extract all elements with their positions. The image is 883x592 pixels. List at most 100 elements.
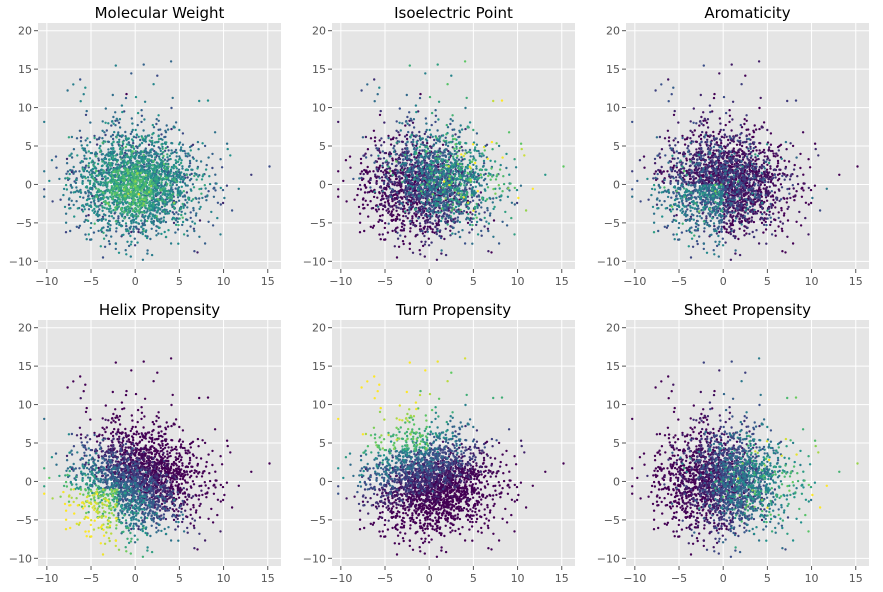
scatter-point bbox=[409, 205, 412, 208]
scatter-point bbox=[173, 176, 176, 180]
scatter-point bbox=[75, 225, 79, 228]
scatter-point bbox=[157, 155, 161, 158]
scatter-point bbox=[142, 158, 145, 161]
scatter-point bbox=[116, 133, 120, 136]
scatter-point bbox=[413, 155, 416, 159]
scatter-point bbox=[162, 150, 165, 154]
scatter-point bbox=[419, 143, 423, 146]
scatter-point bbox=[88, 181, 92, 184]
scatter-point bbox=[381, 208, 385, 211]
scatter-point bbox=[149, 175, 152, 179]
scatter-point bbox=[438, 140, 441, 143]
scatter-point bbox=[423, 157, 427, 160]
scatter-point bbox=[102, 181, 105, 184]
scatter-point bbox=[139, 153, 142, 156]
scatter-point bbox=[130, 153, 133, 156]
scatter-point bbox=[163, 201, 167, 204]
scatter-point bbox=[81, 179, 84, 183]
scatter-point bbox=[395, 205, 398, 208]
y-tick-label: 20 bbox=[18, 25, 32, 38]
scatter-point bbox=[497, 144, 501, 148]
scatter-point bbox=[387, 207, 390, 211]
scatter-point bbox=[337, 188, 340, 191]
scatter-point bbox=[405, 93, 408, 97]
scatter-point bbox=[372, 170, 375, 173]
scatter-point bbox=[94, 180, 97, 183]
scatter-point bbox=[141, 204, 144, 207]
scatter-point bbox=[159, 159, 162, 162]
scatter-point bbox=[136, 172, 139, 175]
scatter-point bbox=[373, 100, 376, 103]
scatter-point bbox=[98, 147, 101, 150]
scatter-point bbox=[156, 219, 159, 223]
scatter-point bbox=[126, 211, 129, 214]
scatter-point bbox=[101, 160, 104, 163]
scatter-point bbox=[108, 162, 111, 165]
scatter-point bbox=[446, 219, 449, 223]
scatter-point bbox=[417, 184, 421, 188]
scatter-point bbox=[145, 201, 148, 204]
scatter-point bbox=[424, 222, 427, 225]
scatter-point bbox=[87, 179, 90, 182]
scatter-point bbox=[376, 205, 380, 208]
scatter-point bbox=[88, 157, 92, 160]
scatter-point bbox=[185, 191, 189, 194]
scatter-point bbox=[204, 168, 208, 171]
scatter-point bbox=[442, 163, 446, 167]
scatter-point bbox=[172, 195, 175, 198]
scatter-point bbox=[146, 159, 150, 162]
scatter-point bbox=[407, 187, 410, 191]
scatter-point bbox=[117, 215, 120, 218]
scatter-point bbox=[152, 223, 155, 226]
scatter-point bbox=[193, 222, 197, 225]
scatter-point bbox=[134, 198, 137, 201]
scatter-point bbox=[159, 153, 162, 156]
scatter-point bbox=[449, 122, 452, 126]
scatter-point bbox=[411, 215, 414, 218]
scatter-point bbox=[103, 196, 106, 199]
scatter-point bbox=[379, 169, 383, 173]
scatter-point bbox=[72, 83, 75, 86]
scatter-point bbox=[126, 154, 129, 157]
scatter-point bbox=[84, 177, 87, 180]
scatter-point bbox=[471, 173, 475, 177]
scatter-point bbox=[207, 156, 210, 159]
scatter-point bbox=[161, 145, 164, 149]
scatter-point bbox=[84, 113, 88, 117]
scatter-point bbox=[423, 161, 426, 164]
scatter-point bbox=[425, 167, 429, 170]
scatter-point bbox=[443, 149, 446, 152]
scatter-point bbox=[384, 205, 387, 209]
scatter-point bbox=[452, 220, 455, 223]
scatter-point bbox=[140, 141, 144, 145]
scatter-point bbox=[120, 196, 124, 199]
scatter-point bbox=[418, 206, 422, 209]
scatter-point bbox=[129, 243, 133, 246]
scatter-point bbox=[129, 159, 133, 162]
scatter-point bbox=[163, 210, 166, 214]
scatter-point bbox=[394, 202, 397, 205]
scatter-point bbox=[76, 154, 79, 157]
scatter-point bbox=[196, 251, 199, 254]
scatter-point bbox=[93, 222, 96, 225]
scatter-point bbox=[221, 201, 225, 205]
scatter-point bbox=[162, 160, 165, 163]
scatter-point bbox=[181, 132, 185, 135]
scatter-point bbox=[109, 195, 112, 198]
scatter-point bbox=[115, 222, 118, 226]
scatter-point bbox=[118, 195, 121, 198]
scatter-point bbox=[449, 234, 452, 237]
scatter-point bbox=[421, 175, 424, 178]
scatter-point bbox=[415, 134, 418, 137]
scatter-point bbox=[475, 143, 479, 146]
scatter-point bbox=[451, 232, 454, 235]
scatter-point bbox=[191, 183, 195, 186]
scatter-point bbox=[72, 203, 75, 207]
scatter-point bbox=[106, 225, 110, 228]
scatter-point bbox=[132, 141, 135, 145]
scatter-point bbox=[367, 215, 370, 218]
scatter-point bbox=[438, 234, 441, 238]
scatter-point bbox=[373, 161, 376, 164]
scatter-point bbox=[142, 229, 145, 233]
scatter-point bbox=[424, 138, 428, 141]
